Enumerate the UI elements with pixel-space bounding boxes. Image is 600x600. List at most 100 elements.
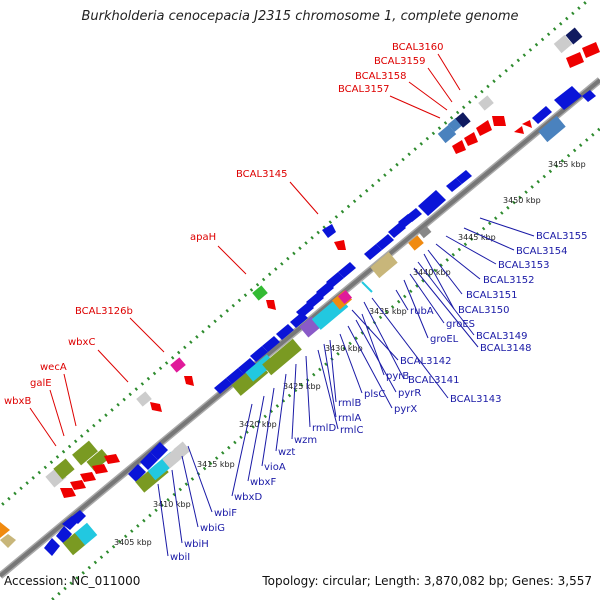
gene-label-leader — [408, 81, 448, 111]
gene-block — [376, 234, 394, 250]
gene-block — [334, 240, 346, 250]
gene-label: wbxF — [250, 477, 276, 488]
gene-blocks-upper — [0, 27, 600, 548]
gene-label: rmlA — [338, 413, 361, 424]
gene-block — [553, 34, 573, 54]
kbp-label: 3405 kbp — [114, 538, 152, 547]
kbp-label: 3410 kbp — [153, 500, 191, 509]
gene-label-leader — [181, 455, 199, 528]
kbp-label: 3450 kbp — [503, 196, 541, 205]
gene-block — [492, 116, 506, 126]
gene-label: rmlC — [340, 425, 363, 436]
gene-block — [437, 124, 457, 144]
map-title: Burkholderia cenocepacia J2315 chromosom… — [81, 9, 519, 24]
gene-label-leader — [157, 483, 169, 557]
gene-label-leader — [289, 181, 319, 215]
gene-block — [262, 336, 280, 352]
gene-block — [364, 244, 382, 260]
gene-label: BCAL3158 — [355, 71, 407, 82]
gene-labels-lower: BCAL3155 BCAL3154 BCAL3153 BCAL3152 BCAL3151… — [157, 217, 588, 563]
gene-label-leader — [317, 349, 339, 430]
gene-label-leader — [463, 227, 515, 251]
gene-block — [455, 112, 471, 128]
gene-block — [306, 292, 324, 308]
gene-block — [184, 376, 194, 386]
gene-block — [476, 120, 492, 136]
gene-label: BCAL3148 — [480, 343, 532, 354]
kbp-label: 3455 kbp — [548, 160, 586, 169]
gene-label-leader — [371, 297, 449, 399]
gene-block — [170, 357, 186, 373]
gene-label-leader — [323, 343, 337, 418]
gene-label-leader — [261, 387, 275, 467]
gene-block — [418, 190, 446, 216]
gene-label-leader — [129, 317, 165, 353]
gene-label: pyrR — [398, 388, 421, 399]
gene-label: wbxB — [4, 396, 31, 407]
gene-label: wbxD — [234, 492, 262, 503]
gene-block — [532, 106, 552, 124]
gene-block — [128, 464, 146, 482]
gene-label-leader — [97, 349, 129, 383]
gene-blocks-lower — [44, 86, 596, 556]
chromosome-backbone — [0, 77, 600, 579]
gene-block — [44, 538, 60, 556]
gene-label: galE — [30, 378, 52, 389]
gene-block — [452, 140, 466, 154]
gene-label-leader — [187, 445, 213, 513]
gene-label: wbiG — [200, 523, 225, 534]
gene-label: BCAL3150 — [458, 305, 510, 316]
gene-label-leader — [217, 245, 247, 275]
gene-label: wbiI — [170, 552, 190, 563]
genome-summary-text: Topology: circular; Length: 3,870,082 bp… — [262, 574, 592, 588]
gene-label-leader — [363, 301, 405, 380]
gene-block — [136, 391, 152, 407]
kbp-label: 3440 kbp — [413, 268, 451, 277]
gene-label-leader — [437, 53, 461, 91]
gene-block — [388, 222, 406, 238]
gene-block — [361, 281, 373, 293]
gene-label-leader — [355, 319, 397, 393]
gene-label-leader — [435, 243, 481, 280]
gene-block — [582, 90, 596, 102]
gene-block — [140, 452, 158, 470]
gene-label: BCAL3157 — [338, 84, 390, 95]
gene-block — [250, 346, 268, 362]
gene-block — [0, 534, 16, 548]
gene-label-leader — [409, 273, 445, 324]
kbp-label: 3435 kbp — [369, 307, 407, 316]
gene-block — [266, 300, 276, 310]
gene-label: BCAL3152 — [483, 275, 535, 286]
gene-label: BCAL3155 — [536, 231, 588, 242]
gene-label: apaH — [190, 232, 216, 243]
gene-label: wbiH — [184, 539, 209, 550]
gene-block — [296, 302, 314, 318]
gene-block — [173, 441, 191, 459]
gene-label-leader — [395, 289, 409, 311]
gene-label: groEL — [430, 334, 459, 345]
gene-label: wecA — [40, 362, 67, 373]
gene-label-leader — [275, 373, 287, 452]
gene-block — [53, 458, 75, 480]
gene-label: BCAL3160 — [392, 42, 444, 53]
gene-label-leader — [329, 339, 337, 403]
gene-label: BCAL3153 — [498, 260, 550, 271]
inner-tick-line — [49, 126, 600, 600]
gene-label-leader — [339, 333, 363, 394]
kbp-label: 3425 kbp — [283, 382, 321, 391]
gene-block — [150, 402, 162, 412]
gene-block — [538, 115, 566, 143]
gene-block — [80, 472, 96, 482]
gene-label-leader — [479, 217, 535, 237]
gene-label: wbiF — [214, 508, 237, 519]
gene-label: wzt — [278, 447, 295, 458]
gene-block — [522, 120, 532, 128]
kbp-label: 3420 kbp — [239, 420, 277, 429]
gene-label: pyrX — [394, 404, 417, 415]
gene-block — [418, 225, 432, 239]
gene-block — [276, 324, 294, 340]
gene-label: BCAL3159 — [374, 56, 426, 67]
gene-label-leader — [445, 235, 497, 265]
gene-block — [456, 170, 472, 184]
